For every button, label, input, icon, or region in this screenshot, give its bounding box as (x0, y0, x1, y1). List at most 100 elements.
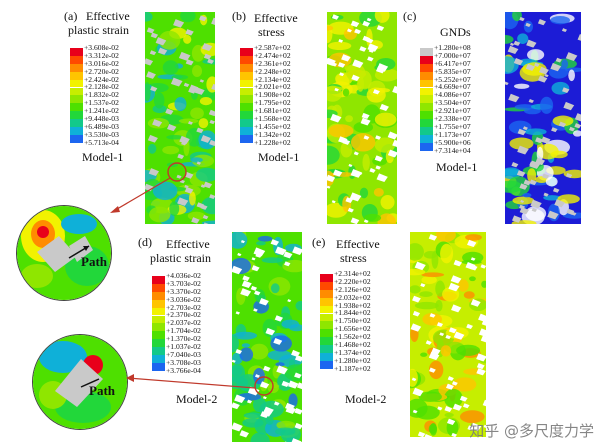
legend-swatch (320, 313, 333, 322)
legend-swatch (240, 71, 253, 80)
legend-swatch (320, 345, 333, 353)
legend-tick-label: +1.750e+02 (334, 316, 371, 326)
legend-tick-label: +1.938e+02 (334, 300, 371, 310)
legend-tick-label: +1.795e+02 (254, 98, 291, 108)
panel-b-title-1: Effective (254, 11, 298, 25)
legend-tick-label: +3.036e-02 (166, 294, 201, 304)
legend-swatch (152, 291, 165, 300)
legend-tick-label: +4.036e-02 (166, 271, 201, 280)
legend-tick-label: +2.021e+02 (254, 82, 291, 92)
legend-tick-label: +2.474e+02 (254, 50, 291, 60)
legend-tick-label: +5.252e+07 (434, 74, 471, 84)
zoom-2-path-label: Path (89, 383, 115, 398)
watermark-account: @多尺度力学 (503, 422, 594, 440)
legend-tick-label: +1.844e+02 (334, 308, 371, 318)
legend-tick-label: +1.568e+02 (254, 114, 291, 124)
legend-swatch (240, 48, 253, 56)
panel-c-model-label: Model-1 (436, 160, 478, 174)
legend-swatch (320, 353, 333, 361)
legend-swatch (320, 305, 333, 314)
legend-tick-label: +5.713e-04 (84, 137, 119, 147)
legend-tick-labels: +3.608e-02 +3.312e-02 +3.016e-02 +2.720e-02… (84, 44, 119, 147)
legend-tick-label: +1.908e+02 (254, 90, 291, 100)
legend-tick-label: +1.037e-02 (166, 342, 201, 352)
legend-swatch (152, 362, 165, 371)
legend-tick-label: +2.248e+02 (254, 66, 291, 76)
legend-tick-label: +2.587e+02 (254, 43, 291, 52)
legend-tick-label: +1.241e-02 (84, 106, 119, 116)
legend-swatch (420, 63, 433, 72)
legend-tick-label: +1.455e+02 (254, 121, 291, 131)
legend-tick-label: +3.766e-04 (166, 365, 201, 375)
legend-tick-label: +1.562e+02 (334, 332, 371, 342)
legend-swatch (240, 55, 253, 64)
legend-tick-label: +7.314e+04 (434, 145, 471, 155)
legend-tick-label: +3.608e-02 (84, 43, 119, 52)
legend-swatch (70, 63, 83, 72)
panel-a-title-1: Effective (86, 9, 130, 23)
legend-tick-label: +3.370e-02 (166, 286, 201, 296)
legend-swatch (420, 48, 433, 56)
legend-tick-label: +1.681e+02 (254, 106, 291, 116)
legend-tick-label: +2.126e+02 (334, 284, 371, 294)
legend-swatch (240, 63, 253, 72)
legend-tick-labels: +1.280e+08 +7.000e+07 +6.417e+07 +5.835e+07… (434, 44, 471, 154)
legend-swatch (240, 119, 253, 127)
legend-swatch (420, 71, 433, 80)
zoom-circle-model-1: Path (16, 205, 112, 301)
legend-tick-label: +3.312e-02 (84, 50, 119, 60)
legend-swatch (152, 283, 165, 292)
legend-swatch (70, 134, 83, 143)
panel-b-contour-plot (327, 12, 397, 224)
panel-d-contour-plot (232, 232, 302, 442)
legend-tick-label: +1.370e-02 (166, 334, 201, 344)
legend-swatch (420, 142, 433, 151)
legend-tick-label: +6.489e-03 (84, 121, 119, 131)
legend-swatch (70, 71, 83, 80)
highlight-circle-model-1 (167, 162, 187, 182)
legend-swatch (152, 355, 165, 363)
legend-tick-label: +1.280e+08 (434, 43, 471, 52)
panel-e-letter: (e) (312, 235, 326, 249)
panel-e-model-label: Model-2 (345, 392, 387, 406)
legend-tick-label: +5.835e+07 (434, 66, 471, 76)
legend-swatch (152, 323, 165, 332)
legend-tick-label: +2.037e-02 (166, 318, 201, 328)
legend-swatch (70, 119, 83, 127)
legend-swatch (320, 360, 333, 369)
legend-tick-label: +2.424e-02 (84, 74, 119, 84)
legend-tick-label: +2.921e+07 (434, 106, 471, 116)
legend-tick-label: +3.708e-03 (166, 357, 201, 367)
legend-tick-label: +3.703e-02 (166, 278, 201, 288)
watermark: 知乎 @多尺度力学 (469, 420, 594, 441)
legend-swatch (240, 127, 253, 135)
panel-d-model-label: Model-2 (176, 392, 218, 406)
legend-tick-label: +7.040e-03 (166, 349, 201, 359)
legend-swatch (420, 95, 433, 104)
legend-swatch (420, 119, 433, 127)
panel-c-letter: (c) (403, 9, 417, 23)
legend-swatch (240, 103, 253, 112)
legend-swatch (240, 95, 253, 104)
legend-tick-label: +4.086e+07 (434, 90, 471, 100)
legend-swatch (420, 127, 433, 135)
legend-swatch (70, 55, 83, 64)
panel-a-title-2: plastic strain (68, 23, 129, 37)
legend-tick-label: +2.314e+02 (334, 269, 371, 278)
zoom-1-path-label: Path (81, 254, 107, 269)
legend-swatch (320, 297, 333, 306)
legend-swatch (420, 87, 433, 96)
legend-swatch (320, 337, 333, 346)
legend-swatch (420, 111, 433, 120)
highlight-circle-model-2 (254, 376, 274, 396)
legend-tick-label: +4.669e+07 (434, 82, 471, 92)
legend-tick-label: +2.128e-02 (84, 82, 119, 92)
legend-tick-label: +1.537e-02 (84, 98, 119, 108)
panel-e-title-1: Effective (336, 237, 380, 251)
legend-swatch (70, 103, 83, 112)
legend-swatch (320, 274, 333, 282)
legend-tick-label: +1.832e-02 (84, 90, 119, 100)
legend-swatch (70, 95, 83, 104)
legend-swatch (420, 134, 433, 143)
legend-tick-label: +1.374e+02 (334, 347, 371, 357)
